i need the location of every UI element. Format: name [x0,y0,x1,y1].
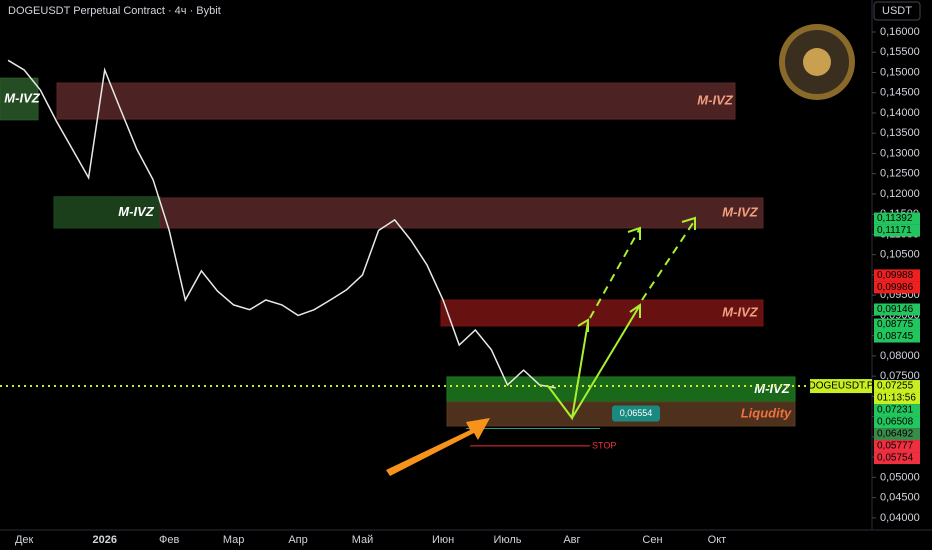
currency: USDT [882,5,912,17]
logo [779,24,855,100]
y-tick-label: 0,04000 [880,512,920,524]
price-tag-label: 0,11392 [877,213,913,224]
price-tag [874,452,920,465]
y-tick-label: 0,08000 [880,350,920,362]
x-tick-label: Апр [288,534,307,546]
y-tick-label: 0,12500 [880,168,920,180]
price-tag-label: 0,09146 [877,304,914,315]
projection-line [571,304,641,419]
price-tag-label: 0,07231 [877,405,914,416]
projection-dash [641,219,696,301]
price-tag-label: 0,05777 [877,441,914,452]
zone-label: M-IVZ [4,90,40,105]
x-tick-label: Мар [223,534,245,546]
pointer-arrow [386,418,490,476]
zone [440,299,764,327]
price-tag-label: 0,06492 [877,429,914,440]
logo-mark [803,48,831,76]
x-tick-label: Сен [642,534,662,546]
marker-label: 0,06554 [620,408,653,418]
price-tag-label: 0,08745 [877,331,914,342]
projection-dash [589,227,641,319]
zone [0,77,39,121]
arrow-head [627,226,641,240]
price-tag [874,428,920,441]
price-tag-label: 0,09988 [877,270,914,281]
currency-box [873,1,921,21]
y-tick-label: 0,12000 [880,188,920,200]
zone-label: M-IVZ [722,204,758,219]
zone [56,82,736,120]
price-tag-label: 0,11171 [877,225,912,236]
price-tag [874,303,920,316]
zone-label: M-IVZ [722,304,758,319]
x-tick-label: Июн [432,534,454,546]
arrow-head [629,303,641,318]
price-tag-label: 0,09986 [877,282,914,293]
x-tick-label: Авг [563,534,580,546]
y-tick-label: 0,15500 [880,46,920,58]
projection [547,216,696,421]
zone [446,376,796,403]
zone-label: M-IVZ [697,92,733,107]
symbol-box [810,379,872,394]
price-tag [874,440,920,453]
y-tick-label: 0,07500 [880,370,920,382]
stop-label: STOP [592,440,616,450]
price-tag [874,416,920,429]
plot: STOP 0,06554 [0,59,872,450]
price-tag-label: 0,05754 [877,453,914,464]
price-tag-label: 0,08775 [877,319,914,330]
zone-label: M-IVZ [118,204,154,219]
price-line [7,59,556,389]
arrow-head [577,318,589,332]
x-tick-label: Май [352,534,374,546]
x-tick-label: Фев [159,534,179,546]
y-tick-label: 0,15000 [880,66,920,78]
price-tag [874,212,920,225]
y-tick-label: 0,14500 [880,87,920,99]
price-tag-label: 0,06508 [877,417,914,428]
price-tag [874,269,920,282]
y-tick-label: 0,14000 [880,107,920,119]
x-tick-label: 2026 [92,534,116,546]
symbol-label: DOGEUSDT.P [808,381,873,392]
x-tick-label: Окт [708,534,727,546]
x-tick-label: Дек [15,534,34,546]
x-tick-label: Июль [493,534,521,546]
price-tag [874,224,920,237]
price-tag [874,330,920,343]
price-tag [874,404,920,417]
countdown: 01:13:56 [877,393,916,404]
chart-title: DOGEUSDT Perpetual Contract · 4ч · Bybit [8,5,221,17]
marker-box [612,405,660,422]
countdown-box [874,392,920,405]
y-tick-label: 0,13500 [880,127,920,139]
y-tick-label: 0,10500 [880,249,920,261]
zone-label: Liqudity [741,405,792,420]
zone [159,197,764,229]
price-tag [874,281,920,294]
y-tick-label: 0,04500 [880,492,920,504]
y-tick-label: 0,16000 [880,26,920,38]
price-tag-label: 0,07255 [877,381,914,392]
price-tag [874,318,920,331]
y-tick-label: 0,13000 [880,147,920,159]
y-tick-label: 0,05000 [880,471,920,483]
zone-label: M-IVZ [754,381,790,396]
arrow-head [681,216,696,230]
price-tag [874,380,920,393]
